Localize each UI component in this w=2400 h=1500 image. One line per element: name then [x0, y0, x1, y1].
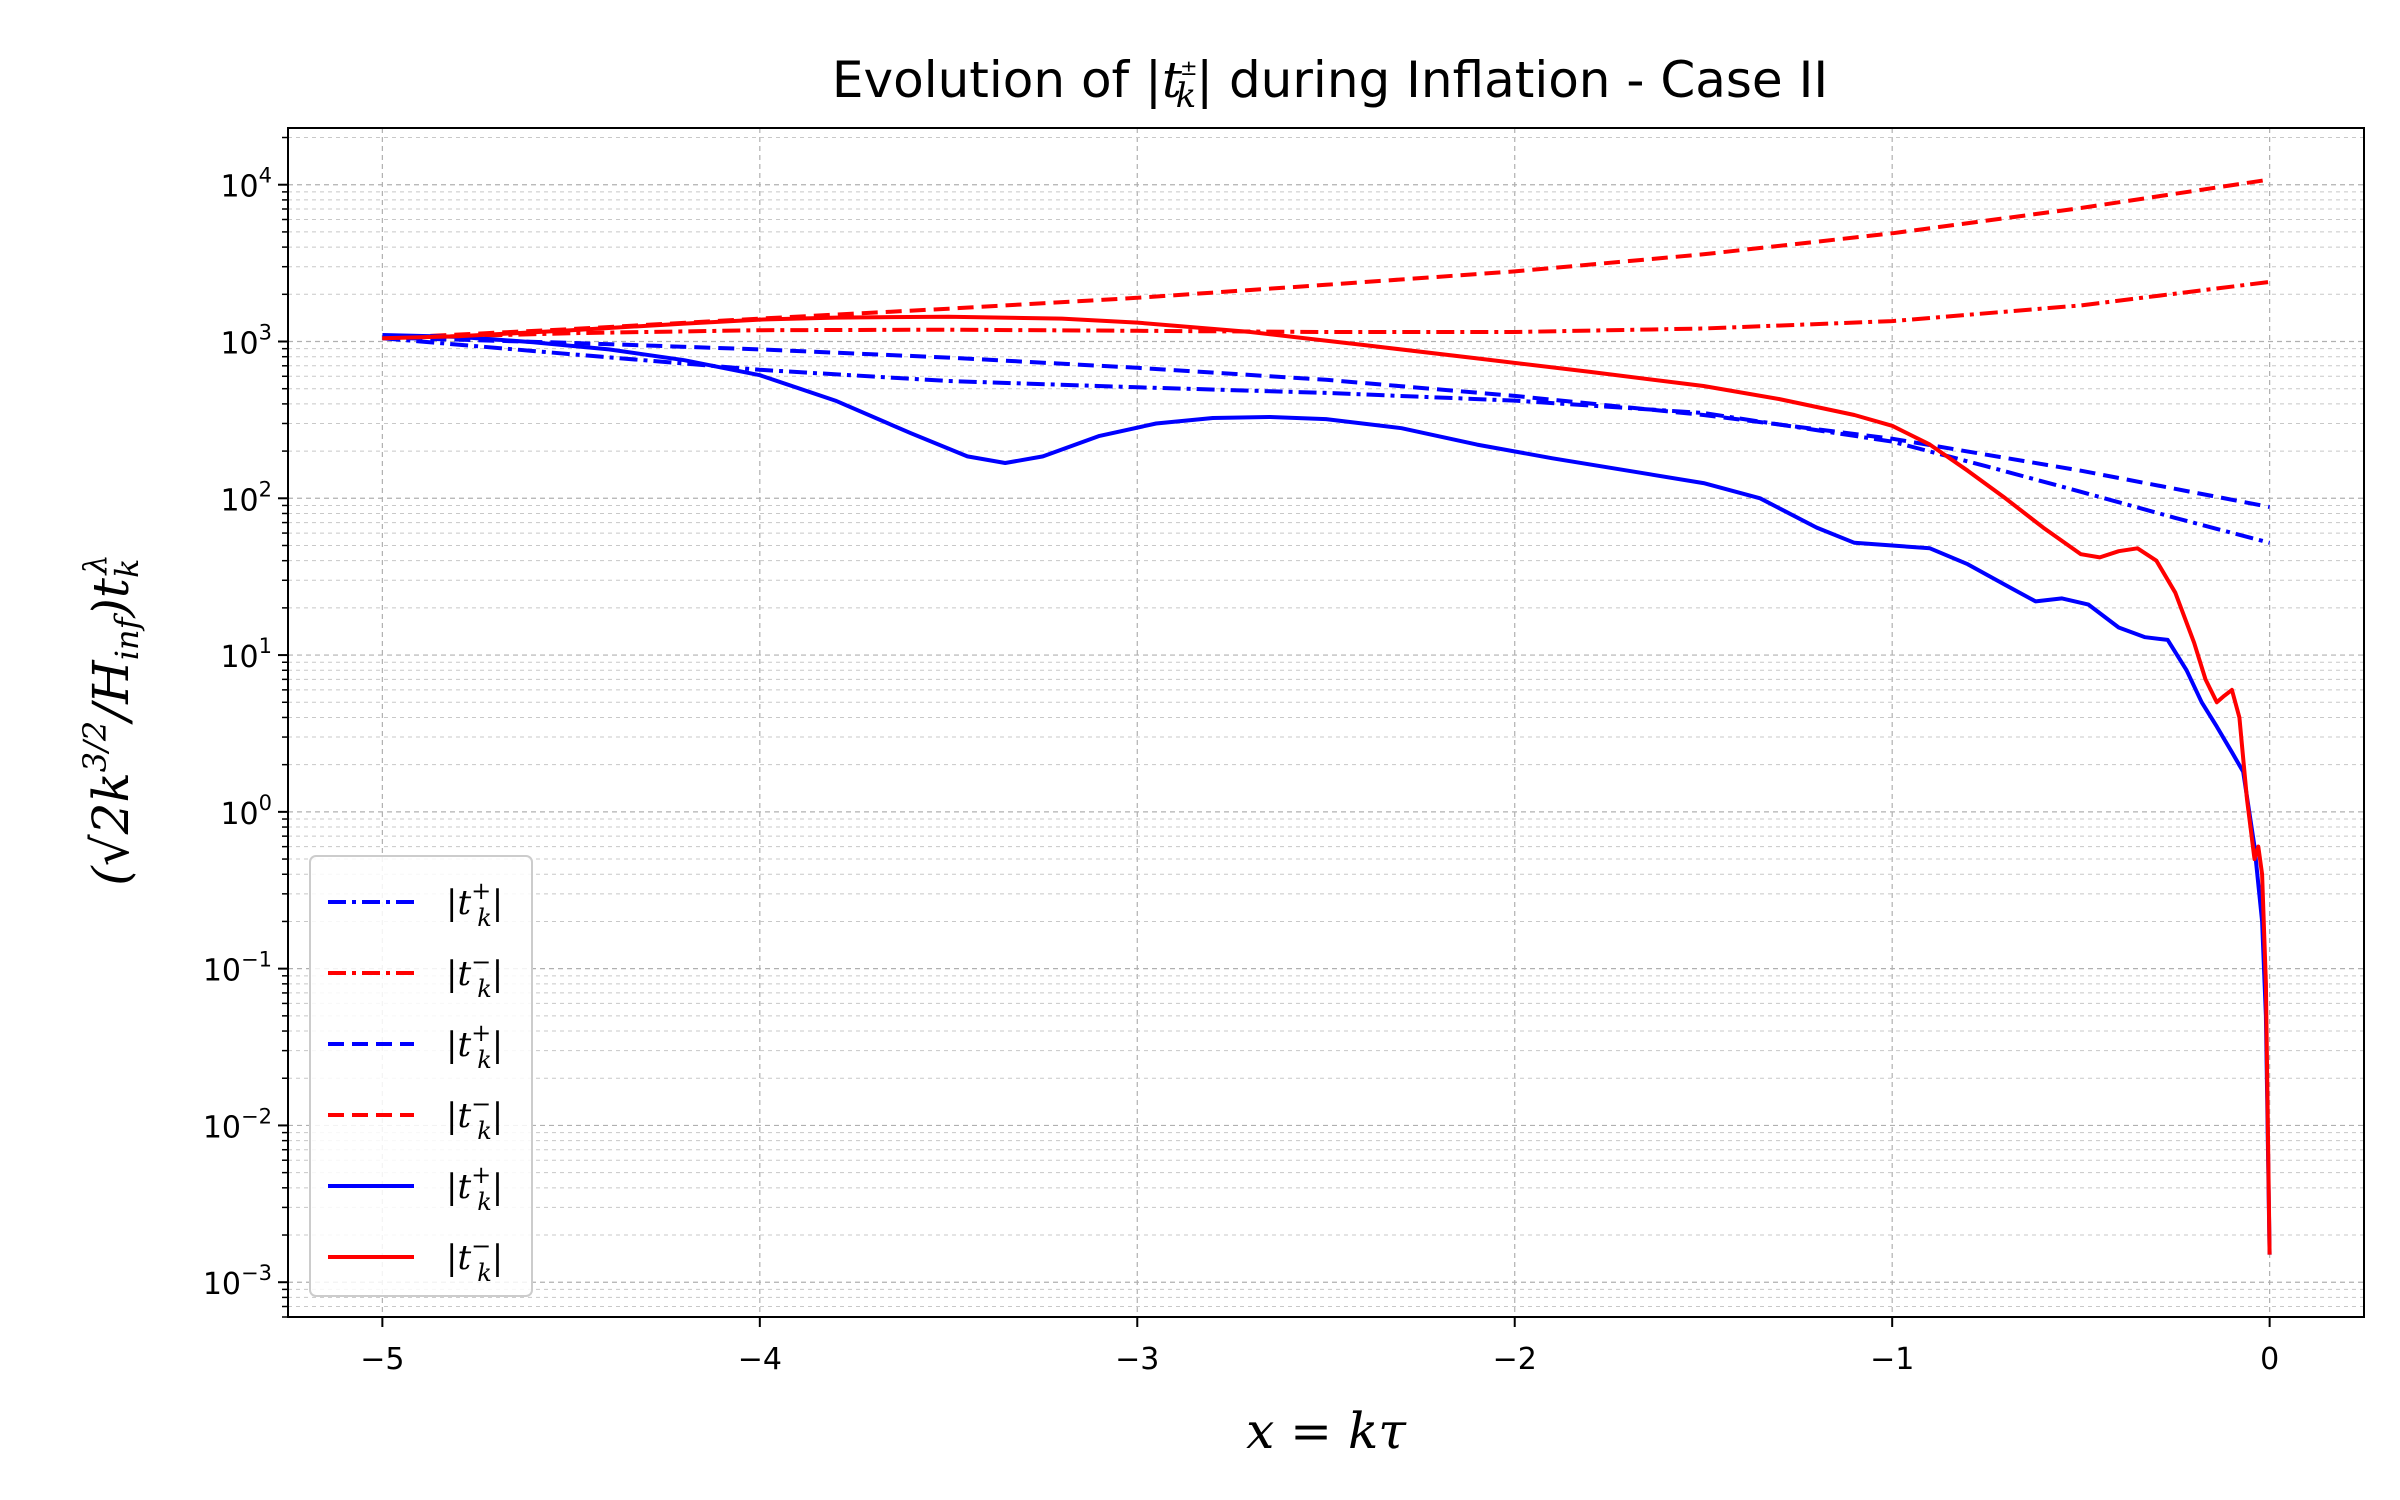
series-line-6	[382, 314, 2272, 1255]
y-tick-label: 10−1	[203, 948, 272, 989]
x-tick-label: −4	[738, 1342, 782, 1377]
y-tick-label: 102	[220, 477, 272, 518]
axes-frame	[287, 127, 2365, 1318]
legend-label: |t+ k|	[446, 1161, 503, 1216]
y-tick-label: 10−3	[203, 1261, 272, 1302]
x-tick-label: −2	[1493, 1342, 1537, 1377]
y-tick-label: 101	[220, 634, 272, 675]
grid-layer	[288, 128, 2364, 1318]
chart-title: Evolution of |t± k| during Inflation - Ca…	[832, 51, 1828, 116]
x-tick-label: −5	[360, 1342, 404, 1377]
series-line-5	[382, 333, 2272, 1255]
x-tick-label: −1	[1870, 1342, 1914, 1377]
series-line-1	[382, 336, 2271, 545]
x-axis-label: x = kτ	[1246, 1402, 1407, 1460]
series-line-3	[382, 335, 2270, 509]
legend-label: |t− k|	[446, 1232, 503, 1287]
x-tick-label: −3	[1115, 1342, 1159, 1377]
y-tick-label: 104	[220, 164, 272, 205]
series-line-2	[382, 279, 2270, 341]
y-tick-label: 103	[220, 321, 272, 362]
y-tick-label: 100	[220, 791, 272, 832]
legend-label: |t+ k|	[446, 877, 503, 932]
tick-layer: −5 −4 −3 −2 −1 0 104 103 102 101 100 10−1 10−2 10−3	[203, 136, 2279, 1377]
series-layer	[382, 177, 2272, 1255]
x-tick-label: 0	[2260, 1342, 2279, 1377]
legend: |t+ k| |t− k| |t+ k| |t− k| |t+ k| |t− k|	[309, 855, 533, 1297]
y-tick-label: 10−2	[203, 1104, 272, 1145]
y-axis-label: (√2k3/2/Hinf)tkλ	[76, 554, 146, 885]
legend-label: |t− k|	[446, 1090, 503, 1145]
legend-label: |t+ k|	[446, 1019, 503, 1074]
legend-label: |t− k|	[446, 948, 503, 1003]
